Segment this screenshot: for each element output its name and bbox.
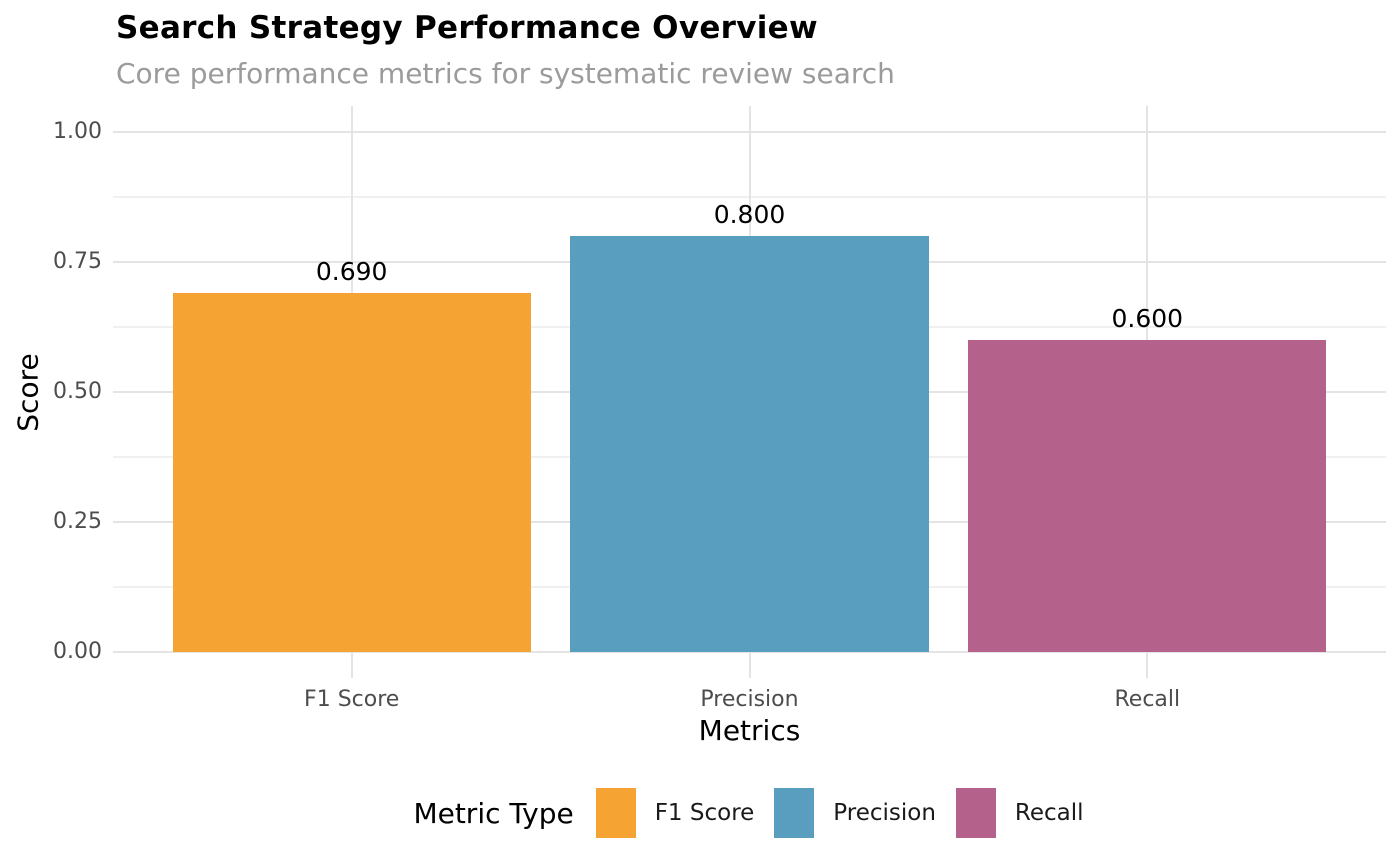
chart-subtitle: Core performance metrics for systematic … <box>116 57 895 90</box>
bar-value-label: 0.690 <box>315 257 388 287</box>
legend-swatch <box>955 788 996 838</box>
legend-item: Recall <box>955 788 1084 838</box>
bar-recall <box>968 340 1327 652</box>
y-axis-tick-labels: 0.00 0.25 0.50 0.75 1.00 <box>0 106 102 678</box>
legend-swatch <box>774 788 815 838</box>
y-tick-label: 0.00 <box>53 639 102 664</box>
x-axis-title: Metrics <box>698 714 801 747</box>
legend-title: Metric Type <box>413 796 574 830</box>
bar-value-label: 0.600 <box>1111 304 1184 333</box>
legend-item: F1 Score <box>595 788 755 838</box>
bar-precision <box>570 236 929 652</box>
x-axis-tick-labels: F1 Score Precision Recall <box>113 687 1386 715</box>
y-tick-label: 0.25 <box>53 509 102 534</box>
y-tick-label: 0.75 <box>53 249 102 274</box>
plot-panel: 0.690 0.800 0.600 <box>113 106 1386 678</box>
legend-label: Recall <box>1014 800 1084 826</box>
bar-f1-score <box>172 293 531 652</box>
y-tick-label: 0.50 <box>53 379 102 404</box>
legend-item: Precision <box>774 788 936 838</box>
x-tick-label: F1 Score <box>304 687 400 712</box>
chart-title: Search Strategy Performance Overview <box>116 10 818 46</box>
legend-swatch <box>595 788 636 838</box>
legend-label: Precision <box>833 800 936 826</box>
y-tick-label: 1.00 <box>53 119 102 144</box>
bar-value-label: 0.800 <box>713 200 786 229</box>
legend-label: F1 Score <box>654 800 755 826</box>
x-tick-label: Precision <box>700 687 799 712</box>
legend: Metric Type F1 Score Precision Recall <box>113 781 1386 845</box>
x-tick-label: Recall <box>1114 687 1181 712</box>
